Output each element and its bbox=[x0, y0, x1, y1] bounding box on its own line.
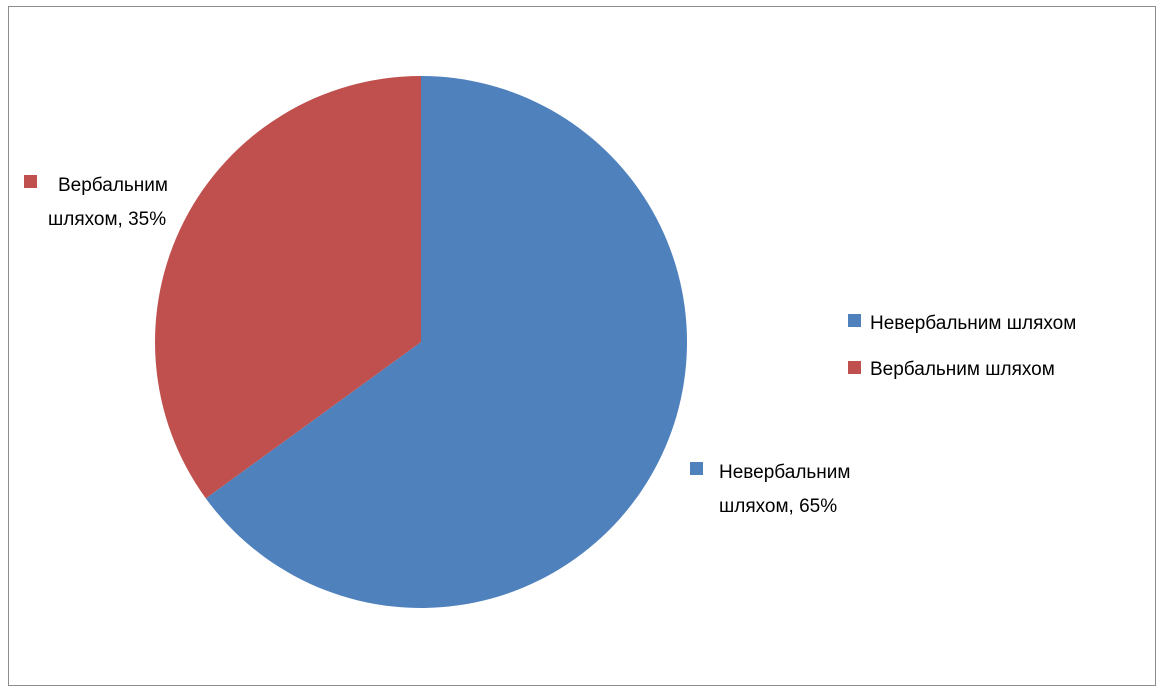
legend: Невербальним шляхом Вербальним шляхом bbox=[848, 313, 1076, 380]
legend-swatch-nonverbal bbox=[848, 314, 861, 327]
data-label-nonverbal-line2: шляхом, 65% bbox=[719, 496, 837, 517]
data-label-verbal: Вербальним шляхом, 35% bbox=[24, 175, 168, 230]
legend-label-verbal: Вербальним шляхом bbox=[870, 359, 1055, 380]
legend-item-verbal: Вербальним шляхом bbox=[848, 359, 1055, 380]
data-label-verbal-line1: Вербальним bbox=[58, 175, 168, 196]
legend-label-nonverbal: Невербальним шляхом bbox=[870, 313, 1076, 334]
pie-slice-nonverbal bbox=[205, 76, 687, 608]
data-label-verbal-marker bbox=[24, 175, 37, 188]
data-label-nonverbal-marker bbox=[690, 462, 703, 475]
pie-slices bbox=[154, 76, 687, 608]
data-label-nonverbal-line1: Невербальним bbox=[719, 462, 850, 483]
data-label-verbal-line2: шляхом, 35% bbox=[48, 209, 166, 230]
legend-item-nonverbal: Невербальним шляхом bbox=[848, 313, 1076, 334]
legend-swatch-verbal bbox=[848, 361, 861, 374]
data-label-nonverbal: Невербальним шляхом, 65% bbox=[690, 462, 850, 517]
pie-slice-verbal bbox=[154, 76, 421, 499]
